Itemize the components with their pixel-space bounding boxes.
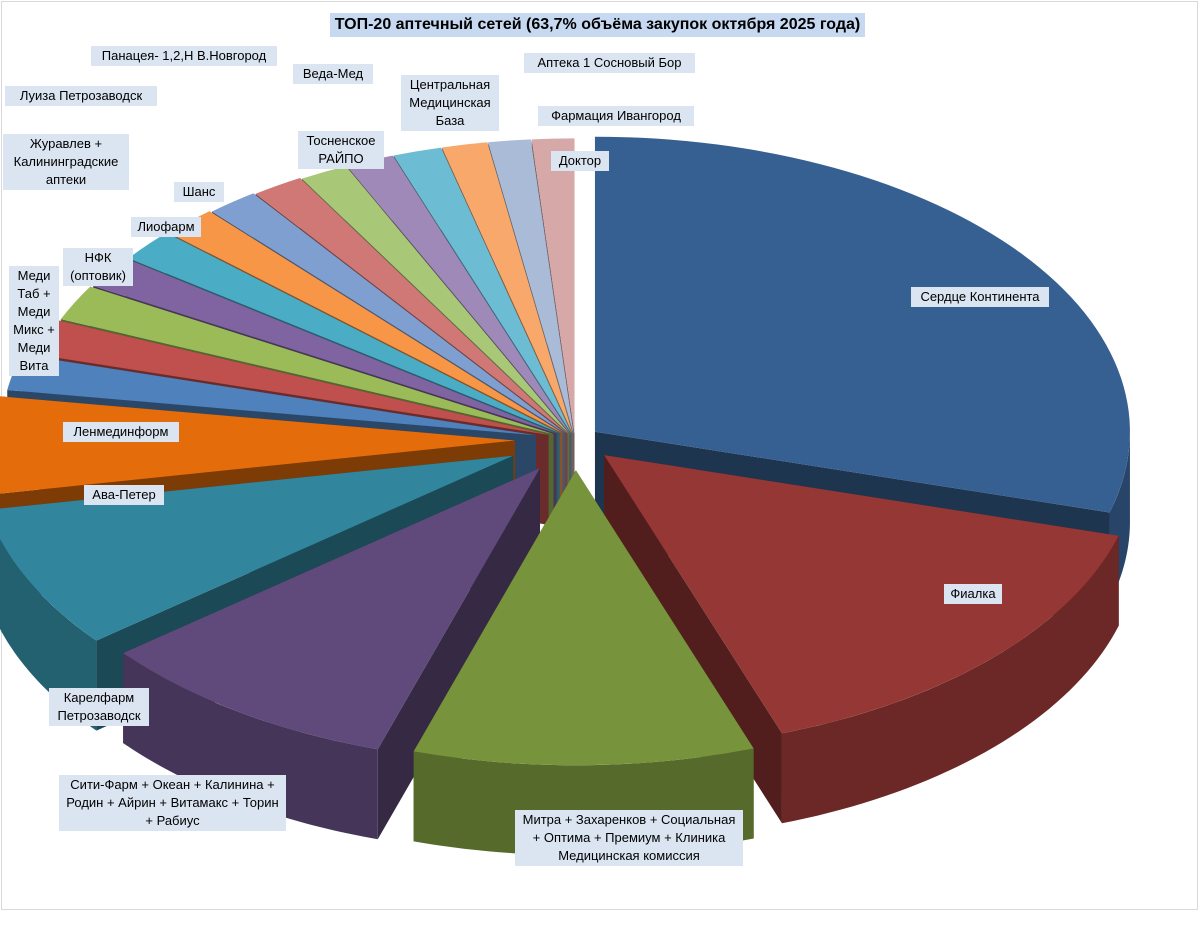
slice-top: [60, 286, 554, 435]
slice-top: [211, 193, 566, 434]
slice-top: [123, 468, 540, 750]
label-medi-tab: Меди Таб + Меди Микс + Меди Вита: [9, 266, 59, 376]
label-mitra: Митра + Захаренков + Социальная + Оптима…: [515, 810, 743, 866]
label-lenmedinform: Ленмединформ: [63, 422, 179, 442]
label-panatseya: Панацея- 1,2,Н В.Новгород: [91, 46, 277, 66]
slice-wall: [0, 538, 97, 731]
slice-top: [442, 142, 573, 434]
slice-top: [393, 147, 572, 434]
slice-top: [7, 354, 536, 436]
slice-wall: [123, 653, 378, 840]
slice-top: [34, 319, 549, 435]
label-doktor: Доктор: [551, 151, 609, 171]
slice-top: [0, 396, 516, 494]
label-zhuravlev: Журавлев + Калининградские аптеки: [3, 134, 129, 190]
label-liofarm: Лиофарм: [131, 217, 201, 237]
label-serdtse-kontinenta: Сердце Континента: [911, 287, 1049, 307]
label-veda-med: Веда-Мед: [293, 64, 373, 84]
label-karelfarm: Карелфарм Петрозаводск: [49, 688, 149, 726]
label-fialka: Фиалка: [944, 584, 1002, 604]
label-siti-farm: Сити-Фарм + Океан + Калинина + Родин + А…: [59, 775, 286, 831]
label-farmatsiya: Фармация Ивангород: [538, 106, 694, 126]
slice-top: [169, 211, 563, 433]
label-tsentralnaya: Центральная Медицинская База: [401, 75, 499, 131]
label-luiza: Луиза Петрозаводск: [5, 86, 157, 106]
slice-top: [128, 232, 560, 433]
slice-top: [346, 155, 571, 434]
slice-top: [488, 139, 574, 434]
slice-wall: [781, 535, 1119, 824]
slice-top: [301, 166, 570, 435]
slice-top: [413, 470, 754, 766]
pie-slice: [123, 468, 540, 840]
slice-top: [531, 138, 575, 434]
slice-top: [604, 455, 1119, 734]
slice-top: [93, 258, 557, 434]
slice-top: [594, 136, 1130, 513]
slice-top: [255, 178, 568, 434]
label-ava-peter: Ава-Петер: [84, 485, 164, 505]
label-tosnenskoe: Тосненское РАЙПО: [298, 131, 384, 169]
label-apteka-1: Аптека 1 Сосновый Бор: [524, 53, 695, 73]
label-nfk: НФК (оптовик): [63, 248, 133, 286]
label-shans: Шанс: [174, 182, 224, 202]
chart-title: ТОП-20 аптечный сетей (63,7% объёма заку…: [330, 13, 865, 37]
